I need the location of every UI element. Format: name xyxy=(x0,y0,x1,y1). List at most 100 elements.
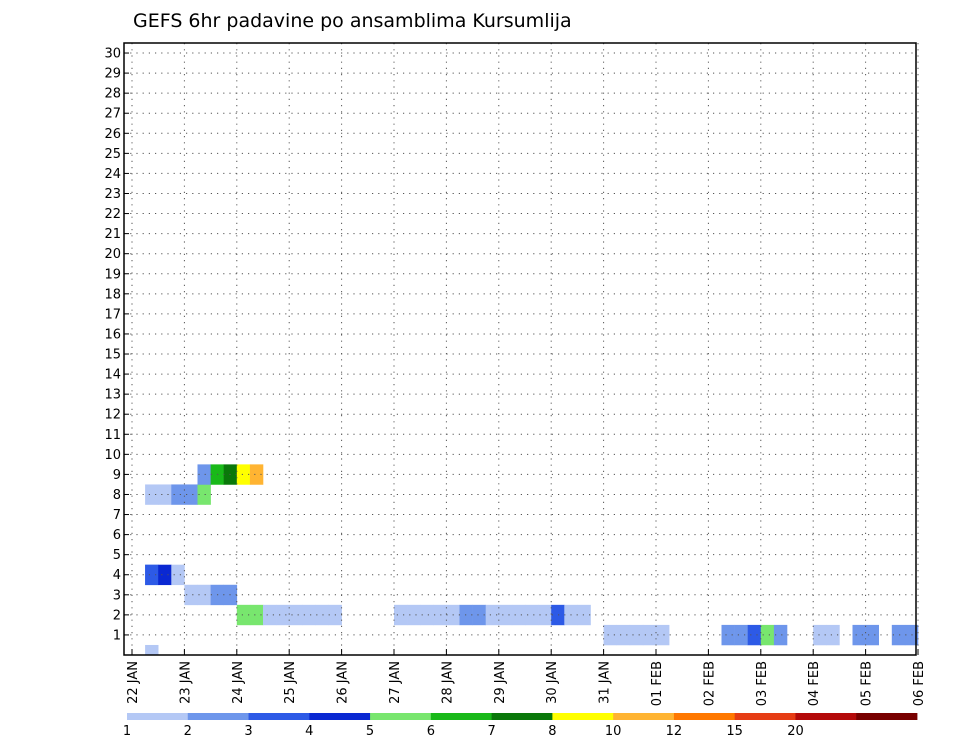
heatmap-cell xyxy=(603,624,617,646)
y-axis: 1234567891011121314151617181920212223242… xyxy=(104,47,129,643)
y-tick-label: 23 xyxy=(104,187,121,202)
heatmap-cell xyxy=(184,584,198,606)
y-tick-label: 12 xyxy=(104,408,121,423)
y-tick-label: 1 xyxy=(113,628,121,643)
x-tick-label: 04 FEB xyxy=(807,661,822,706)
y-tick-label: 29 xyxy=(104,67,121,82)
colorbar-legend: 1 2 3 4 5 6 7 8 10 12 15 20 xyxy=(123,713,918,739)
colorbar-label: 4 xyxy=(305,724,313,739)
heatmap-cell xyxy=(315,604,329,626)
colorbar-swatch xyxy=(187,713,249,720)
heatmap-cell xyxy=(773,624,788,646)
x-tick-label: 05 FEB xyxy=(860,661,875,706)
heatmap-cell xyxy=(158,484,172,505)
heatmap-cell xyxy=(826,624,840,646)
heatmap-cell xyxy=(236,464,251,485)
heatmap-cell xyxy=(511,604,526,626)
heatmap-cell xyxy=(538,604,552,626)
x-tick-label: 22 JAN xyxy=(126,661,141,704)
heatmap-cell xyxy=(525,604,539,626)
x-tick-label: 27 JAN xyxy=(388,661,403,704)
y-tick-label: 20 xyxy=(104,247,121,262)
colorbar-label: 20 xyxy=(787,724,804,739)
colorbar-label: 3 xyxy=(244,724,252,739)
y-tick-label: 27 xyxy=(104,107,121,122)
heatmap-cell xyxy=(249,464,264,485)
y-tick-label: 13 xyxy=(104,388,121,403)
x-tick-label: 02 FEB xyxy=(702,661,717,706)
heatmap-cell xyxy=(747,624,762,646)
heatmap-cell xyxy=(263,604,277,626)
heatmap-cell xyxy=(249,604,264,626)
y-tick-label: 4 xyxy=(113,568,121,583)
y-tick-label: 26 xyxy=(104,127,121,142)
heatmap-cell xyxy=(197,464,211,485)
colorbar-swatch xyxy=(430,713,493,720)
x-tick-label: 24 JAN xyxy=(231,661,246,704)
x-tick-label: 23 JAN xyxy=(178,661,193,704)
x-tick-label: 03 FEB xyxy=(755,661,770,706)
heatmap-cell xyxy=(197,584,211,606)
y-tick-label: 6 xyxy=(113,528,121,543)
heatmap-cell xyxy=(145,564,159,586)
heatmap-cell xyxy=(302,604,316,626)
x-tick-label: 31 JAN xyxy=(598,661,613,704)
y-tick-label: 16 xyxy=(104,327,121,342)
heatmap-cell xyxy=(577,604,591,626)
heatmap-cell xyxy=(420,604,434,626)
y-tick-label: 28 xyxy=(104,87,121,102)
y-tick-label: 5 xyxy=(113,548,121,563)
heatmap-cell xyxy=(394,604,408,626)
colorbar-swatch xyxy=(248,713,310,720)
y-tick-label: 22 xyxy=(104,207,121,222)
y-tick-label: 21 xyxy=(104,227,121,242)
colorbar-label: 2 xyxy=(184,724,192,739)
heatmap-cell xyxy=(760,624,775,646)
colorbar-label: 10 xyxy=(605,724,622,739)
x-tick-label: 30 JAN xyxy=(545,661,560,704)
y-tick-label: 8 xyxy=(113,488,121,503)
heatmap-cell xyxy=(145,644,159,656)
x-tick-label: 25 JAN xyxy=(283,661,298,704)
y-tick-label: 2 xyxy=(113,608,121,623)
x-tick-label: 01 FEB xyxy=(650,661,665,706)
heatmap-cell xyxy=(171,564,185,586)
colorbar-label: 15 xyxy=(726,724,743,739)
y-tick-label: 3 xyxy=(113,588,121,603)
y-tick-label: 14 xyxy=(104,368,121,383)
y-tick-label: 7 xyxy=(113,508,121,523)
heatmap-cell xyxy=(852,624,866,646)
heatmap-cell xyxy=(289,604,303,626)
heatmap-cell xyxy=(642,624,657,646)
heatmap-cell xyxy=(407,604,421,626)
y-tick-label: 17 xyxy=(104,307,121,322)
colorbar-swatch xyxy=(795,713,857,720)
x-tick-label: 06 FEB xyxy=(912,661,927,706)
heatmap-cell xyxy=(171,484,185,505)
heatmap-cell xyxy=(629,624,644,646)
colorbar-swatch xyxy=(370,713,432,720)
colorbar-label: 8 xyxy=(548,724,556,739)
y-tick-label: 25 xyxy=(104,147,121,162)
heatmap-cell xyxy=(498,604,513,626)
heatmap-cell xyxy=(551,604,565,626)
colorbar-swatch xyxy=(856,713,918,720)
colorbar-swatch xyxy=(491,713,553,720)
y-tick-label: 11 xyxy=(104,428,121,443)
colorbar-swatch xyxy=(673,713,736,720)
colorbar-swatch xyxy=(127,713,189,720)
colorbar-swatch xyxy=(309,713,371,720)
heatmap-cell xyxy=(891,624,906,646)
heatmap-cell xyxy=(485,604,500,626)
colorbar-swatch xyxy=(734,713,796,720)
heatmap-cell xyxy=(236,604,251,626)
colorbar-label: 1 xyxy=(123,724,131,739)
heatmap-cell xyxy=(433,604,447,626)
plot-frame xyxy=(123,42,917,656)
heatmap-cell xyxy=(656,624,670,646)
colorbar-swatch xyxy=(613,713,675,720)
y-tick-label: 19 xyxy=(104,267,121,282)
heatmap-cell xyxy=(184,484,198,505)
colorbar-swatch xyxy=(552,713,614,720)
